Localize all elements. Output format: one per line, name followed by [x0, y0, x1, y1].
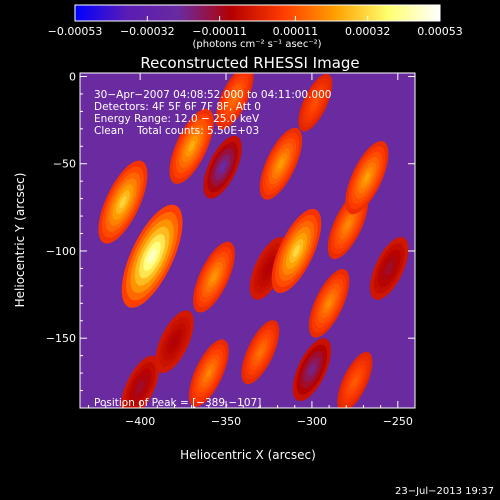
y-axis-ticks: 0 −50 −100 −150	[46, 70, 415, 409]
heatmap-bright-source	[326, 298, 332, 309]
heatmap-dark-region	[218, 160, 227, 174]
colorbar: −0.00053 −0.00032 −0.00011 0.00011 0.00032 0.…	[48, 4, 463, 50]
annotation-energy-range: Energy Range: 12.0 − 25.0 keV	[94, 113, 260, 125]
annotation-method-counts: Clean Total counts: 5.50E+03	[94, 125, 259, 137]
heatmap-bright-source	[345, 219, 351, 230]
x-axis-ticks: −400 −350 −300 −250	[88, 73, 416, 428]
heatmap-bright-source	[211, 272, 217, 283]
heatmap-dark-region	[265, 262, 273, 275]
heatmap-bright-source	[363, 172, 370, 183]
heatmap-bright-source	[188, 140, 195, 152]
heatmap-image	[80, 73, 415, 408]
heatmap-bright-source	[257, 347, 264, 357]
heatmap-dark-region	[136, 380, 144, 394]
y-tick-label: 0	[69, 70, 76, 83]
colorbar-tick-label: −0.00032	[120, 25, 175, 38]
plot-frame	[79, 72, 416, 409]
x-axis-title: Heliocentric X (arcsec)	[180, 448, 316, 462]
colorbar-unit-label: (photons cm⁻² s⁻¹ asec⁻²)	[192, 39, 321, 50]
heatmap-bright-source	[119, 196, 127, 209]
colorbar-gradient	[75, 5, 440, 21]
heatmap-bright-source	[312, 98, 318, 107]
heatmap-dark-region	[170, 335, 179, 348]
heatmap-dark-region	[308, 363, 316, 376]
plot-area: −400 −350 −300 −250 0 −50 −100 −150 30−Apr−200…	[46, 70, 416, 428]
annotation-time-range: 30−Apr−2007 04:08:52.000 to 04:11:00.000	[94, 89, 331, 101]
colorbar-tick-label: −0.00011	[192, 25, 247, 38]
x-tick-label: −300	[297, 415, 327, 428]
y-tick-label: −100	[46, 245, 76, 258]
colorbar-tick-label: 0.00011	[273, 25, 319, 38]
colorbar-ticks: −0.00053 −0.00032 −0.00011 0.00011 0.00032 0.…	[48, 16, 463, 38]
x-tick-label: −250	[383, 415, 413, 428]
colorbar-tick-label: 0.00032	[345, 25, 391, 38]
chart-title: Reconstructed RHESSI Image	[140, 54, 359, 72]
heatmap-bright-source	[352, 377, 358, 387]
heatmap-bright-source	[277, 158, 285, 169]
x-tick-label: −400	[125, 415, 155, 428]
timestamp: 23−Jul−2013 19:37	[395, 486, 494, 497]
y-tick-label: −50	[53, 158, 76, 171]
heatmap-bright-source	[206, 368, 212, 378]
heatmap-bright-source	[147, 248, 157, 264]
x-tick-label: −350	[211, 415, 241, 428]
heatmap-bright-source	[231, 92, 238, 103]
annotation-detectors: Detectors: 4F 5F 6F 7F 8F, Att 0	[94, 101, 261, 113]
colorbar-frame	[74, 4, 441, 22]
y-tick-label: −150	[46, 332, 76, 345]
heatmap-dark-region	[385, 262, 394, 275]
y-axis-title: Heliocentric Y (arcsec)	[13, 173, 27, 308]
colorbar-tick-label: 0.00053	[417, 25, 463, 38]
colorbar-tick-label: −0.00053	[48, 25, 103, 38]
heatmap-bright-source	[292, 244, 301, 257]
annotation-peak-position: Position of Peak = [−389,−107]	[94, 397, 261, 409]
